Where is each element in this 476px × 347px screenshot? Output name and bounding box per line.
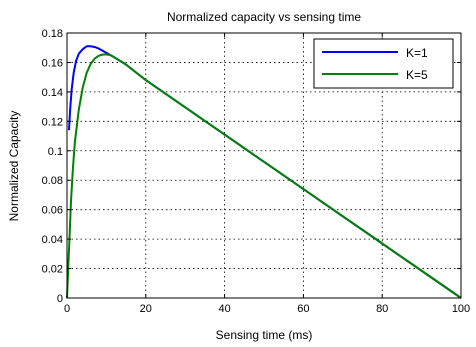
y-tick-label: 0.18 [42,28,63,40]
y-tick-label: 0.04 [42,234,63,246]
y-axis: 0 0.02 0.04 0.06 0.08 0.1 0.12 0.14 0.16 0.18 [42,28,461,305]
x-tick-label: 0 [64,303,70,315]
x-axis: 0 20 40 60 80 100 [64,33,470,315]
plot-frame [66,32,462,299]
x-tick-label: 60 [297,303,309,315]
x-tick-label: 20 [140,303,152,315]
legend-label-1: K=1 [406,46,428,60]
series-group [66,45,462,299]
legend: K=1 K=5 [313,38,454,89]
legend-box [313,38,454,89]
y-tick-label: 0.12 [42,116,63,128]
grid [67,33,461,298]
y-tick-label: 0.08 [42,175,63,187]
y-tick-label: 0.06 [42,205,63,217]
y-tick-label: 0.16 [42,57,63,69]
x-tick-label: 40 [218,303,230,315]
chart-title: Normalized capacity vs sensing time [167,10,361,24]
legend-label-2: K=5 [406,68,428,82]
y-axis-label: Normalized Capacity [7,111,21,222]
x-axis-label: Sensing time (ms) [216,328,313,342]
y-tick-label: 0.14 [42,87,63,99]
x-tick-label: 100 [452,303,470,315]
y-tick-label: 0.1 [48,146,63,158]
y-tick-label: 0 [57,293,63,305]
x-tick-label: 80 [376,303,388,315]
y-tick-label: 0.02 [42,264,63,276]
series-line-2 [66,53,462,299]
